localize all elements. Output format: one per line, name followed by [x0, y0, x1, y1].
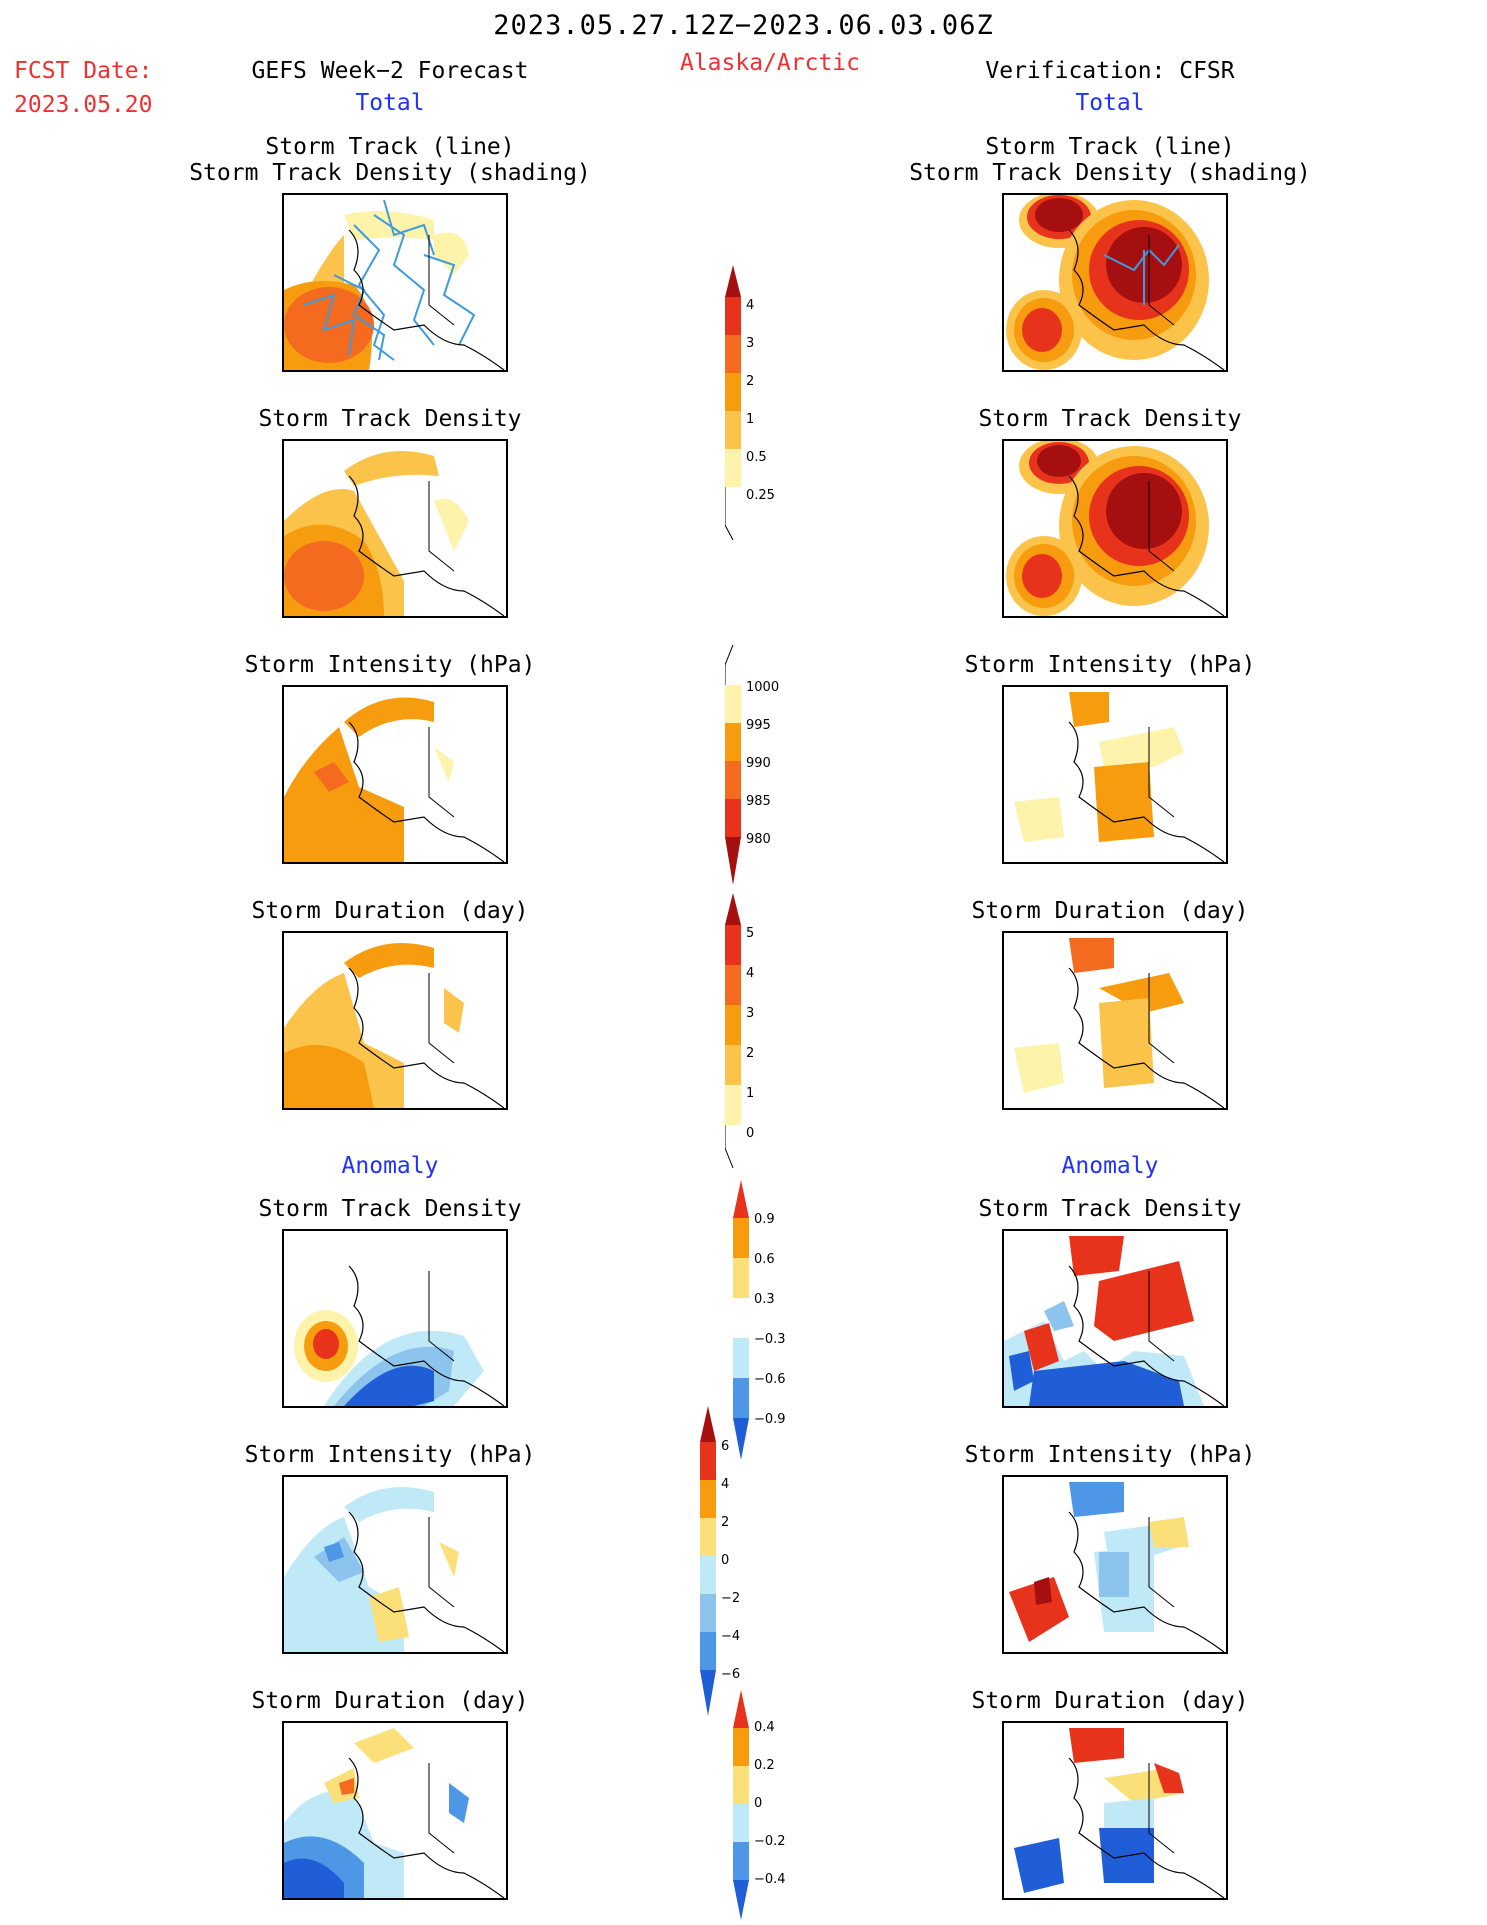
cb-density-label: 1: [746, 412, 755, 427]
forecast-anomaly-intensity-map: [282, 1475, 508, 1654]
colorbar-density-anomaly: [733, 1180, 753, 1464]
cb-intensity-label: 985: [746, 794, 771, 809]
cb-anom-density-label: −0.3: [754, 1332, 786, 1347]
cb-anom-duration-label: 0.2: [754, 1758, 775, 1773]
colorbar-duration-total: [724, 893, 745, 1177]
cb-duration-label: 2: [746, 1046, 755, 1061]
forecast-column-title: GEFS Week−2 Forecast: [251, 58, 529, 84]
cb-duration-label: 5: [746, 926, 755, 941]
colorbar-intensity-total: [724, 644, 745, 889]
left-density-title: Storm Track Density: [258, 406, 522, 432]
forecast-total-density-map: [282, 439, 508, 618]
cb-anom-density-label: 0.3: [754, 1292, 775, 1307]
right-intensity-title: Storm Intensity (hPa): [964, 652, 1256, 678]
cb-density-label: 0.25: [746, 488, 775, 503]
right-anom-density-title: Storm Track Density: [978, 1196, 1242, 1222]
forecast-total-duration-map: [282, 931, 508, 1110]
verification-anomaly-intensity-map: [1002, 1475, 1228, 1654]
left-duration-title: Storm Duration (day): [251, 898, 529, 924]
cb-density-label: 3: [746, 336, 755, 351]
right-track-shading-title: Storm Track Density (shading): [909, 160, 1311, 186]
cb-anom-intensity-label: 6: [721, 1439, 730, 1454]
period-title: 2023.05.27.12Z−2023.06.03.06Z: [493, 10, 994, 41]
cb-anom-density-label: −0.9: [754, 1412, 786, 1427]
cb-anom-density-label: −0.6: [754, 1372, 786, 1387]
cb-intensity-label: 990: [746, 756, 771, 771]
cb-duration-label: 1: [746, 1086, 755, 1101]
cb-anom-duration-label: 0: [754, 1796, 763, 1811]
verification-total-duration-map: [1002, 931, 1228, 1110]
left-track-line-title: Storm Track (line): [265, 134, 515, 160]
left-intensity-title: Storm Intensity (hPa): [244, 652, 536, 678]
cb-anom-intensity-label: 0: [721, 1553, 730, 1568]
right-duration-title: Storm Duration (day): [971, 898, 1249, 924]
verification-total-intensity-map: [1002, 685, 1228, 864]
cb-anom-duration-label: 0.4: [754, 1720, 775, 1735]
left-track-shading-title: Storm Track Density (shading): [189, 160, 591, 186]
colorbar-intensity-anomaly: [700, 1406, 720, 1720]
cb-anom-density-label: 0.9: [754, 1212, 775, 1227]
fcst-date-label: FCST Date:: [14, 58, 153, 84]
left-anom-density-title: Storm Track Density: [258, 1196, 522, 1222]
right-density-title: Storm Track Density: [978, 406, 1242, 432]
forecast-total-intensity-map: [282, 685, 508, 864]
cb-duration-label: 3: [746, 1006, 755, 1021]
left-anom-intensity-title: Storm Intensity (hPa): [244, 1442, 536, 1468]
cb-anom-intensity-label: −6: [721, 1667, 741, 1682]
cb-intensity-label: 995: [746, 718, 771, 733]
cb-duration-label: 0: [746, 1126, 755, 1141]
cb-anom-intensity-label: 2: [721, 1515, 730, 1530]
cb-anom-density-label: 0.6: [754, 1252, 775, 1267]
cb-anom-intensity-label: −4: [721, 1629, 741, 1644]
verification-total-density-map: [1002, 439, 1228, 618]
verification-total-track-map: [1002, 193, 1228, 372]
verification-total-label: Total: [1075, 90, 1145, 116]
verification-column-title: Verification: CFSR: [985, 58, 1235, 84]
verification-anomaly-density-map: [1002, 1229, 1228, 1408]
right-anom-duration-title: Storm Duration (day): [971, 1688, 1249, 1714]
forecast-total-track-map: [282, 193, 508, 372]
colorbar-density-total: [724, 265, 745, 549]
fcst-date-value: 2023.05.20: [14, 92, 153, 118]
cb-anom-intensity-label: −2: [721, 1591, 741, 1606]
cb-density-label: 4: [746, 298, 755, 313]
cb-anom-duration-label: −0.2: [754, 1834, 786, 1849]
cb-density-label: 2: [746, 374, 755, 389]
cb-anom-intensity-label: 4: [721, 1477, 730, 1492]
left-anom-duration-title: Storm Duration (day): [251, 1688, 529, 1714]
forecast-anomaly-density-map: [282, 1229, 508, 1408]
right-track-line-title: Storm Track (line): [985, 134, 1235, 160]
cb-intensity-label: 1000: [746, 680, 780, 695]
cb-duration-label: 4: [746, 966, 755, 981]
cb-density-label: 0.5: [746, 450, 767, 465]
forecast-anomaly-label: Anomaly: [341, 1153, 439, 1179]
colorbar-duration-anomaly: [733, 1690, 753, 1924]
right-anom-intensity-title: Storm Intensity (hPa): [964, 1442, 1256, 1468]
verification-anomaly-label: Anomaly: [1061, 1153, 1159, 1179]
region-title: Alaska/Arctic: [679, 50, 860, 76]
forecast-anomaly-duration-map: [282, 1721, 508, 1900]
cb-anom-duration-label: −0.4: [754, 1872, 786, 1887]
forecast-total-label: Total: [355, 90, 425, 116]
cb-intensity-label: 980: [746, 832, 771, 847]
verification-anomaly-duration-map: [1002, 1721, 1228, 1900]
